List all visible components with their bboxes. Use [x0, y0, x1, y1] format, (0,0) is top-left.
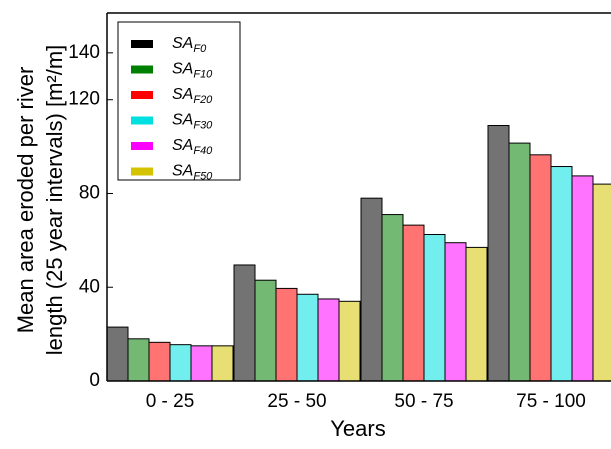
x-tick-label: 25 - 50 [267, 391, 326, 412]
y-axis-label: Mean area eroded per river [13, 67, 38, 334]
bar [317, 298, 340, 381]
y-tick-label: 0 [89, 370, 100, 391]
bar [465, 246, 488, 381]
legend-label: SAF10 [172, 61, 213, 81]
bar [338, 300, 361, 381]
legend-swatch [131, 40, 153, 48]
y-axis-label: length (25 year intervals) [m²/m] [42, 45, 67, 356]
y-tick-label: 140 [68, 42, 100, 63]
legend-swatch [131, 116, 153, 125]
legend-box [117, 21, 241, 181]
x-axis-label: Years [330, 416, 385, 441]
bar [127, 338, 150, 381]
bar [275, 287, 298, 381]
legend-swatch [131, 65, 153, 74]
legend-label: SAF50 [172, 163, 213, 183]
bar [571, 175, 594, 381]
x-tick-label: 0 - 25 [146, 391, 195, 412]
legend-swatch [131, 91, 153, 99]
y-tick-label: 40 [79, 276, 100, 297]
bar [402, 224, 425, 381]
legend-label: SAF40 [172, 137, 213, 157]
bar [444, 242, 467, 381]
bar [148, 341, 171, 381]
bar [254, 279, 277, 381]
legend-swatch [131, 142, 153, 150]
x-tick-label: 50 - 75 [394, 391, 453, 412]
bar [360, 197, 383, 381]
bar [550, 166, 573, 381]
y-tick-label: 120 [68, 89, 100, 110]
bar [529, 154, 552, 381]
bar [508, 142, 531, 381]
legend-label: SAF20 [172, 86, 213, 106]
plot [107, 125, 611, 381]
bar [169, 344, 192, 381]
legend-swatch [131, 167, 153, 176]
bar [233, 264, 256, 381]
bar [592, 183, 611, 381]
y-tick-label: 80 [79, 182, 100, 203]
bar [211, 345, 234, 381]
bar [190, 345, 213, 381]
legend-label: SAF30 [172, 112, 213, 132]
x-tick-label: 75 - 100 [516, 391, 586, 412]
bar [381, 214, 404, 381]
bar [487, 125, 510, 381]
bar [107, 326, 129, 381]
bar [296, 293, 319, 381]
legend-label: SAF0 [172, 35, 207, 55]
bar [423, 234, 446, 381]
